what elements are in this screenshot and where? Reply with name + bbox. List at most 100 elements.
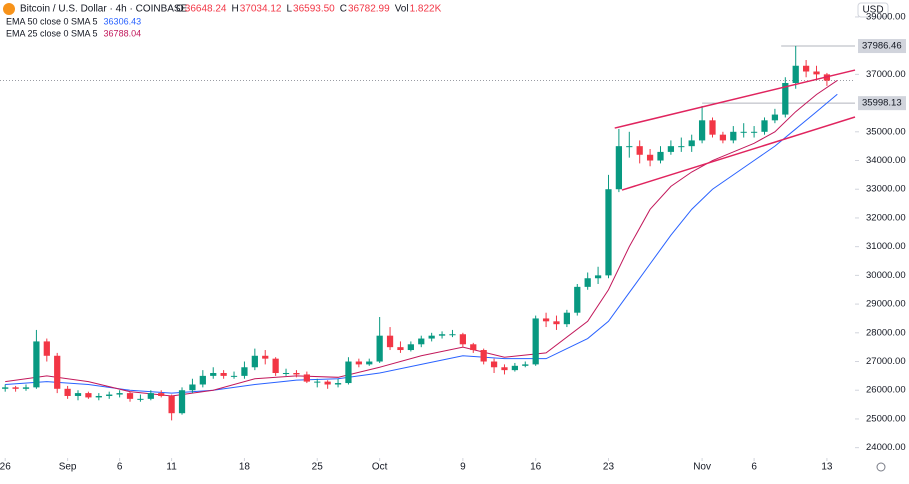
x-tick-label: 9 [460, 462, 466, 473]
candle-body [792, 65, 799, 83]
candle-body [2, 387, 9, 389]
x-tick-label: 18 [239, 462, 251, 473]
candle-body [667, 146, 675, 152]
candle-body [106, 394, 113, 396]
candle-body [542, 318, 550, 322]
candle-body [698, 120, 706, 141]
candle-body [314, 381, 321, 383]
candle-body [418, 338, 425, 345]
candle-body [730, 131, 737, 141]
trendline [621, 116, 856, 191]
candle-body [168, 395, 175, 414]
x-tick-label: 23 [603, 462, 615, 473]
y-tick-label: 35000.00 [866, 126, 906, 137]
candle-body [12, 387, 19, 389]
ema-line [5, 79, 838, 397]
candle-body [532, 318, 539, 365]
candle-body [220, 373, 227, 376]
x-tick-label: 25 [312, 462, 324, 473]
candle-body [813, 71, 820, 75]
candle-body [199, 375, 206, 385]
x-tick-label: 13 [821, 462, 833, 473]
candle-body [54, 355, 61, 389]
legend-value: 36306.43 [104, 16, 142, 26]
candle-body [158, 393, 165, 396]
candle-body [282, 373, 290, 375]
candle-body [678, 146, 685, 148]
candle-body [345, 361, 352, 384]
candle-body [355, 361, 362, 365]
candle-body [262, 355, 269, 359]
candle-body [459, 334, 466, 345]
y-tick-label: 25000.00 [866, 413, 906, 424]
candle-body [574, 286, 581, 313]
y-tick-label: 33000.00 [866, 184, 906, 195]
level-label: 37986.46 [862, 41, 902, 52]
candle-body [782, 82, 789, 115]
candle-body [22, 387, 30, 389]
chart-title: Bitcoin / U.S. Dollar · 4h · COINBASE [20, 4, 188, 15]
candle-body [626, 146, 633, 148]
candle-body [33, 341, 40, 388]
ohlc-value: 36782.99 [348, 4, 390, 15]
candle-body [740, 131, 747, 133]
candle-body [480, 350, 487, 362]
candle-body [397, 347, 404, 351]
candle-body [522, 364, 529, 366]
y-tick-label: 39000.00 [866, 11, 906, 22]
candle-body [802, 65, 810, 72]
candle-body [147, 393, 154, 399]
candle-body [470, 344, 477, 351]
ohlc-prefix: O [176, 4, 184, 15]
settings-icon[interactable] [876, 462, 886, 472]
symbol-logo [3, 3, 15, 15]
candle-body [210, 373, 217, 376]
legend-label: EMA 50 close 0 SMA 5 [6, 16, 98, 26]
y-tick-label: 30000.00 [866, 270, 906, 281]
ohlc-prefix: Vol [395, 4, 409, 15]
candle-body [511, 365, 518, 371]
candle-body [251, 355, 258, 368]
candle-body [719, 134, 727, 141]
candle-body [293, 373, 300, 375]
candle-body [366, 361, 373, 365]
x-tick-label: 6 [117, 462, 123, 473]
candle-body [241, 367, 248, 376]
x-tick-label: 11 [166, 462, 177, 473]
candle-body [636, 146, 643, 155]
x-tick-label: Nov [693, 462, 711, 473]
ohlc-value: 37034.12 [240, 4, 282, 15]
legend-label: EMA 25 close 0 SMA 5 [6, 28, 98, 38]
candle-body [594, 275, 602, 279]
y-tick-label: 31000.00 [866, 241, 906, 252]
currency-button[interactable] [857, 2, 889, 18]
x-tick-label: Sep [59, 462, 77, 473]
level-label-bg [858, 96, 906, 111]
ohlc-prefix: L [286, 4, 292, 15]
candle-body [646, 154, 654, 161]
candle-body [501, 367, 508, 371]
candle-body [407, 344, 414, 351]
y-tick-label: 32000.00 [866, 212, 906, 223]
trendline [614, 69, 856, 129]
candle-body [74, 393, 82, 396]
candle-body [688, 140, 695, 147]
candle-body [126, 393, 134, 399]
candle-body [605, 189, 612, 276]
candle-body [428, 335, 435, 339]
candle-body [438, 334, 446, 336]
y-tick-label: 37000.00 [866, 69, 906, 80]
candle-body [85, 393, 92, 398]
candle-body [95, 395, 102, 398]
candle-body [584, 278, 591, 287]
y-tick-label: 29000.00 [866, 299, 906, 310]
candle-body [709, 120, 716, 135]
candle-body [324, 381, 331, 385]
candle-body [761, 120, 768, 132]
candle-body [272, 358, 279, 374]
ema-line [5, 93, 838, 394]
currency[interactable]: USD [862, 5, 883, 16]
legend-value: 36788.04 [104, 28, 142, 38]
ohlc-prefix: H [232, 4, 239, 15]
ohlc-prefix: C [340, 4, 347, 15]
